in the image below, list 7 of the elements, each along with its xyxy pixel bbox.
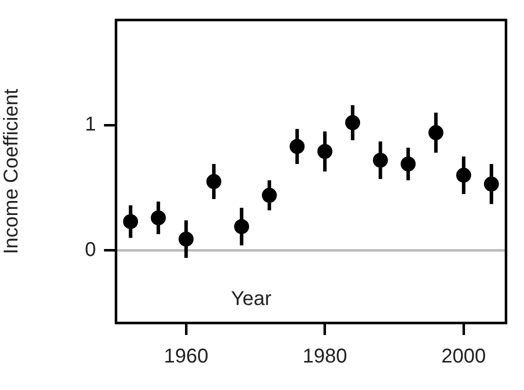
y-axis-title: Income Coefficient xyxy=(0,88,23,254)
y-tick-label: 1 xyxy=(84,114,96,136)
x-tick-label: 2000 xyxy=(441,346,486,368)
x-axis-title: Year xyxy=(231,288,272,310)
x-tick-label: 1960 xyxy=(164,346,208,368)
y-tick-label: 0 xyxy=(84,238,96,261)
x-tick-label: 1980 xyxy=(302,346,348,368)
